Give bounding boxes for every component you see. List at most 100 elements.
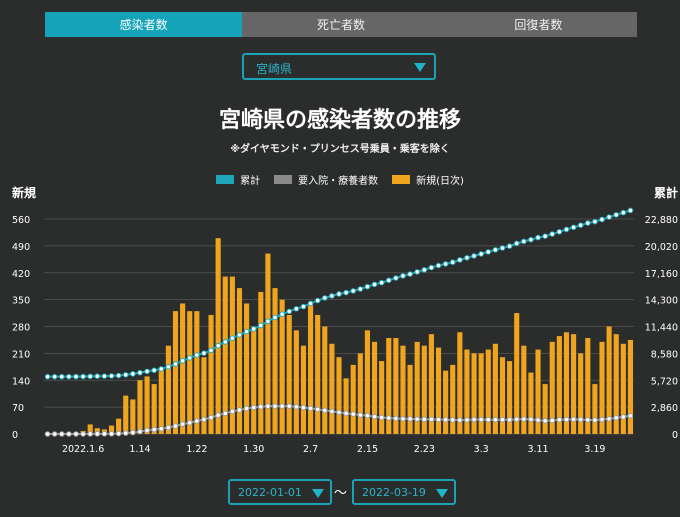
chart-legend: 累計 要入院・療養者数 新規(日次) [0,172,680,187]
inpatients-point [435,416,442,423]
inpatients-point [186,419,193,426]
cumulative-point [58,373,65,380]
inpatients-point [357,412,364,418]
tab-deaths[interactable]: 死亡者数 [242,12,440,37]
inpatients-point [229,408,236,415]
bar-new-cases [535,349,541,434]
left-tick-label: 350 [12,296,30,307]
bar-new-cases [300,345,307,434]
x-tick-label: 3.3 [474,444,489,455]
tab-infections[interactable]: 感染者数 [45,12,243,37]
bar-new-cases [272,288,278,434]
inpatients-point [80,431,86,437]
cumulative-point [158,366,165,372]
cumulative-point [172,361,179,367]
legend-item-new-cases[interactable]: 新規(日次) [392,172,464,187]
right-axis-title: 累計 [654,185,678,200]
bar-new-cases [279,299,285,434]
legend-item-cumulative[interactable]: 累計 [216,172,260,187]
bar-new-cases [478,353,484,434]
cumulative-point [272,314,278,321]
inpatients-point [599,416,605,423]
bar-new-cases [599,341,605,434]
inpatients-point [250,404,257,411]
inpatients-point [464,417,470,423]
cumulative-point [229,335,236,341]
cumulative-point [321,295,328,301]
bar-new-cases [464,349,470,434]
cumulative-point [115,372,122,379]
left-tick-label: 560 [12,215,30,226]
cumulative-point [499,245,506,251]
start-date-select[interactable]: 2022-01-01 [228,479,332,505]
cumulative-point [130,371,136,377]
bar-new-cases [258,291,264,434]
inpatients-point [385,415,392,421]
cumulative-point [165,364,172,370]
date-separator: 〜 [334,486,348,501]
bar-new-cases [329,343,335,434]
cumulative-point [442,261,449,267]
bar-new-cases [172,311,179,434]
bar-new-cases [322,326,328,434]
left-tick-label: 0 [12,430,18,441]
inpatients-point [584,417,591,423]
inpatients-point [549,417,556,424]
inpatients-point [499,416,506,423]
legend-item-inpatients[interactable]: 要入院・療養者数 [274,172,378,187]
end-date-select[interactable]: 2022-03-19 [352,479,456,505]
inpatients-point [471,416,477,423]
bar-new-cases [201,357,207,434]
start-date-value: 2022-01-01 [238,486,302,499]
cumulative-point [151,367,157,374]
legend-label-new-cases: 新規(日次) [416,176,464,187]
inpatients-point [51,431,58,437]
x-tick-label: 2022.1.6 [62,444,104,455]
cumulative-point [464,255,470,261]
cumulative-point [549,231,556,237]
bar-new-cases [208,314,214,434]
bar-new-cases [457,332,463,434]
cumulative-point [250,326,257,332]
cumulative-point [457,257,463,263]
inpatients-point [428,416,435,423]
bar-new-cases [492,343,498,434]
inpatients-point [407,416,413,422]
bar-new-cases [229,276,235,434]
inpatients-point [137,428,143,435]
inpatients-point [108,430,115,437]
bar-new-cases [507,361,513,434]
covid-chart: 新規 累計 0 0 70 2,860 140 5,720 210 8,580 280 11,440 35… [12,185,678,455]
bar-new-cases [336,357,342,434]
inpatients-point [293,403,300,410]
bar-new-cases [514,313,520,434]
end-date-value: 2022-03-19 [362,486,426,499]
right-tick-label: 8,580 [651,349,678,360]
tab-recoveries[interactable]: 回復者数 [439,12,637,37]
cumulative-point [222,339,229,345]
inpatients-point [371,413,378,420]
cumulative-point [378,279,385,286]
prefecture-value: 宮崎県 [256,62,293,76]
inpatients-point [442,416,449,423]
chevron-down-icon [436,489,448,498]
inpatients-point [265,403,271,409]
inpatients-point [556,416,563,423]
prefecture-select[interactable]: 宮崎県 [242,53,436,80]
inpatients-point [236,407,243,413]
inpatients-point [613,415,620,421]
cumulative-point [314,297,321,304]
inpatients-point [300,404,307,411]
chart-title: 宮崎県の感染者数の推移 [218,108,461,133]
chevron-down-icon [414,63,426,72]
legend-swatch-new-cases [392,175,411,184]
cumulative-point [286,308,293,315]
bar-new-cases [165,345,171,434]
bar-new-cases [414,341,420,434]
bar-new-cases [386,338,392,434]
bar-new-cases [357,353,363,434]
bar-new-cases [130,399,136,434]
bar-new-cases [549,341,555,434]
x-tick-label: 1.22 [186,444,207,455]
bar-new-cases [251,326,257,434]
